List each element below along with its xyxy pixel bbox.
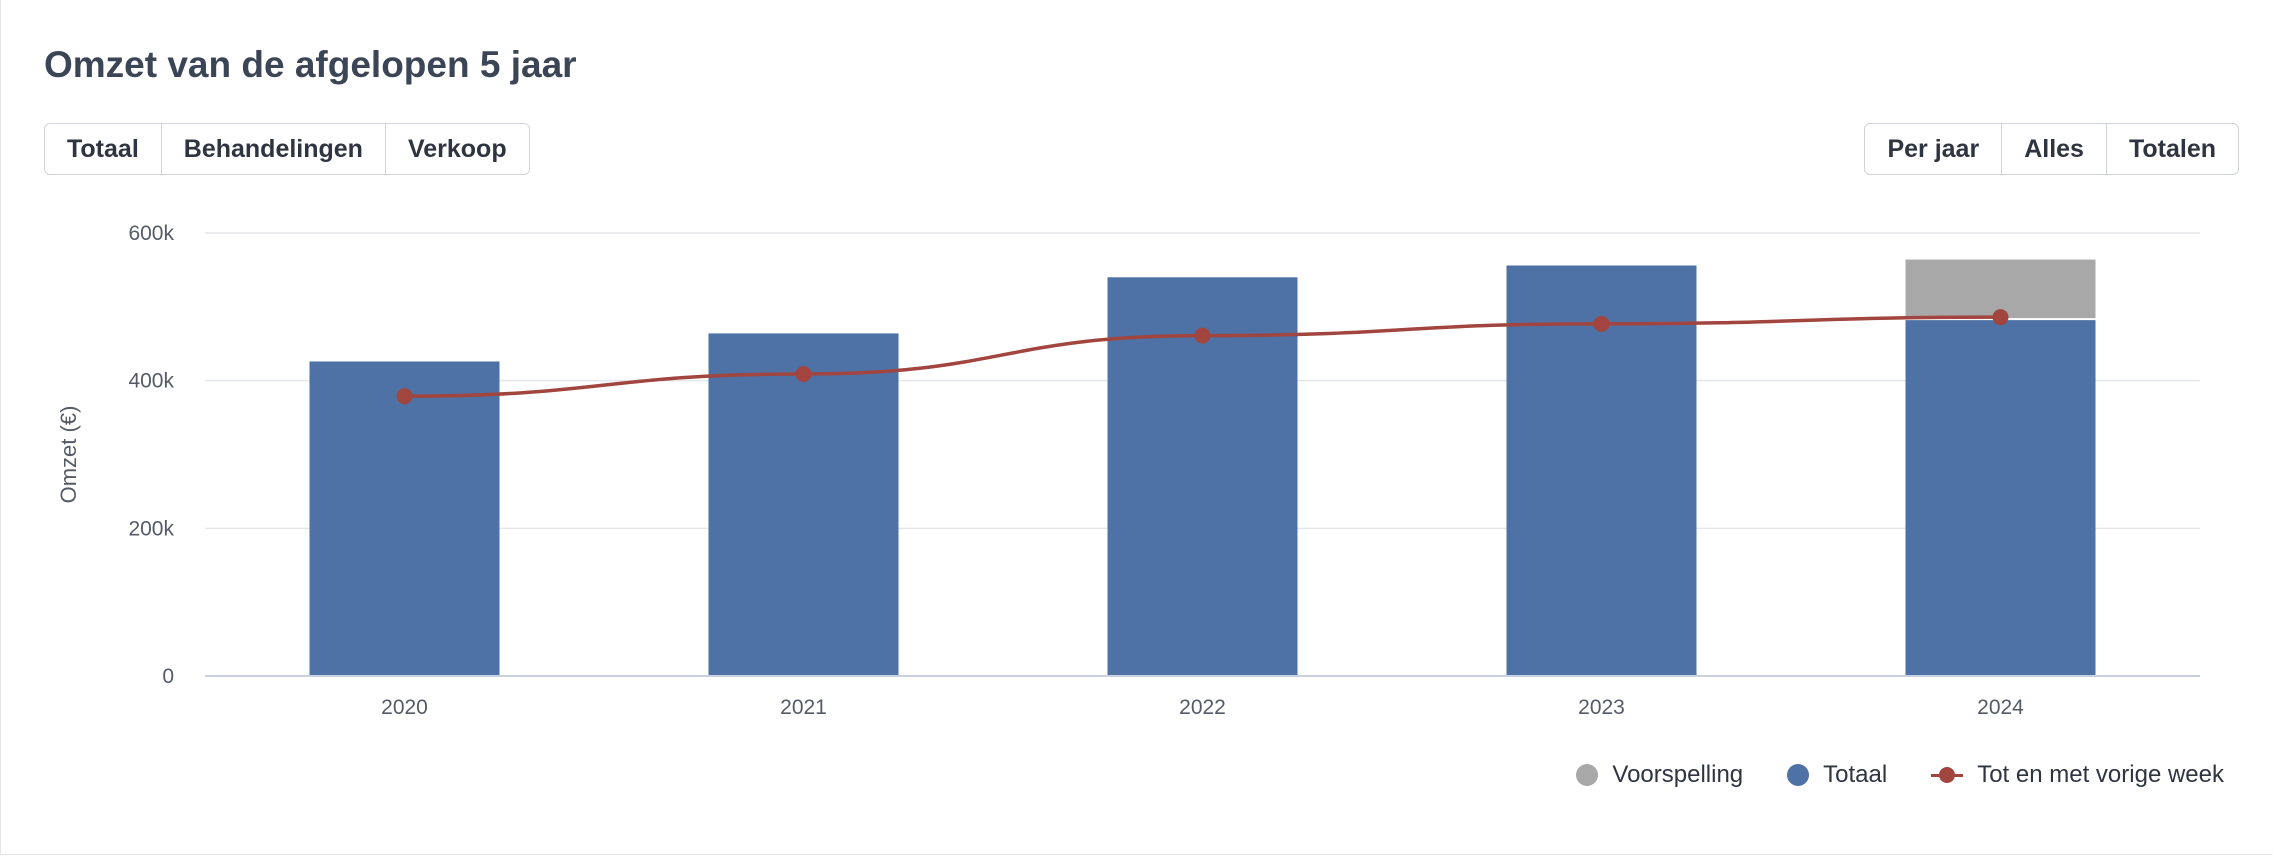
page-title: Omzet van de afgelopen 5 jaar: [44, 44, 577, 85]
chart-legend: Voorspelling Totaal Tot en met vorige we…: [1576, 758, 2224, 792]
bar-voorspelling: [1905, 259, 2096, 319]
alles-button[interactable]: Alles: [2002, 123, 2107, 175]
bar-totaal: [708, 333, 899, 676]
legend-label-totaal: Totaal: [1823, 761, 1888, 788]
legend-item-voorspelling[interactable]: Voorspelling: [1576, 761, 1743, 789]
x-tick-label: 2024: [1977, 696, 2024, 719]
bar-totaal: [1905, 320, 2096, 676]
bar-totaal: [309, 361, 500, 676]
bar-totaal: [1107, 277, 1298, 676]
point-vorige-week: [396, 388, 413, 405]
x-tick-label: 2021: [780, 696, 827, 719]
y-tick-label: 400k: [128, 370, 174, 393]
legend-item-totaal[interactable]: Totaal: [1787, 761, 1887, 789]
legend-swatch-totaal: [1787, 764, 1810, 786]
x-tick-label: 2020: [381, 696, 428, 719]
legend-item-vorige-week[interactable]: Tot en met vorige week: [1931, 761, 2224, 789]
legend-swatch-vorige-week: [1931, 764, 1964, 786]
bar-totaal: [1506, 265, 1697, 676]
y-axis-title: Omzet (€): [56, 406, 81, 504]
totalen-button[interactable]: Totalen: [2106, 123, 2239, 175]
legend-swatch-voorspelling: [1576, 764, 1599, 786]
x-tick-label: 2022: [1179, 696, 1226, 719]
legend-label-vorige-week: Tot en met vorige week: [1977, 761, 2224, 788]
y-tick-label: 200k: [128, 517, 174, 540]
view-toggle-group: Per jaar Alles Totalen: [1864, 123, 2239, 175]
per-jaar-button[interactable]: Per jaar: [1864, 123, 2003, 175]
category-toggle-group: Totaal Behandelingen Verkoop: [44, 123, 530, 175]
legend-label-voorspelling: Voorspelling: [1612, 761, 1744, 788]
x-tick-label: 2023: [1578, 696, 1625, 719]
y-tick-label: 0: [162, 665, 174, 688]
verkoop-button[interactable]: Verkoop: [385, 123, 530, 175]
totaal-button[interactable]: Totaal: [44, 123, 162, 175]
point-vorige-week: [1194, 327, 1211, 344]
behandelingen-button[interactable]: Behandelingen: [161, 123, 386, 175]
point-vorige-week: [795, 366, 812, 383]
point-vorige-week: [1992, 309, 2009, 326]
y-tick-label: 600k: [128, 222, 174, 245]
point-vorige-week: [1593, 315, 1610, 332]
